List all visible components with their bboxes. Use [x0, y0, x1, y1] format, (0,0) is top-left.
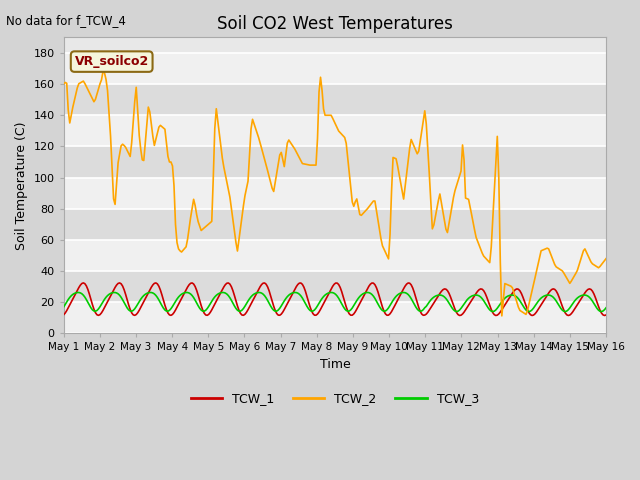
Title: Soil CO2 West Temperatures: Soil CO2 West Temperatures	[217, 15, 453, 33]
Text: No data for f_TCW_4: No data for f_TCW_4	[6, 14, 126, 27]
Bar	[64, 271, 606, 302]
Text: VR_soilco2: VR_soilco2	[74, 55, 149, 68]
Bar	[64, 115, 606, 146]
Bar	[64, 146, 606, 178]
Bar	[64, 53, 606, 84]
Bar	[64, 240, 606, 271]
Bar	[64, 84, 606, 115]
Bar	[64, 302, 606, 334]
Y-axis label: Soil Temperature (C): Soil Temperature (C)	[15, 121, 28, 250]
Legend: TCW_1, TCW_2, TCW_3: TCW_1, TCW_2, TCW_3	[186, 387, 484, 410]
X-axis label: Time: Time	[319, 358, 350, 371]
Bar	[64, 178, 606, 209]
Bar	[64, 209, 606, 240]
